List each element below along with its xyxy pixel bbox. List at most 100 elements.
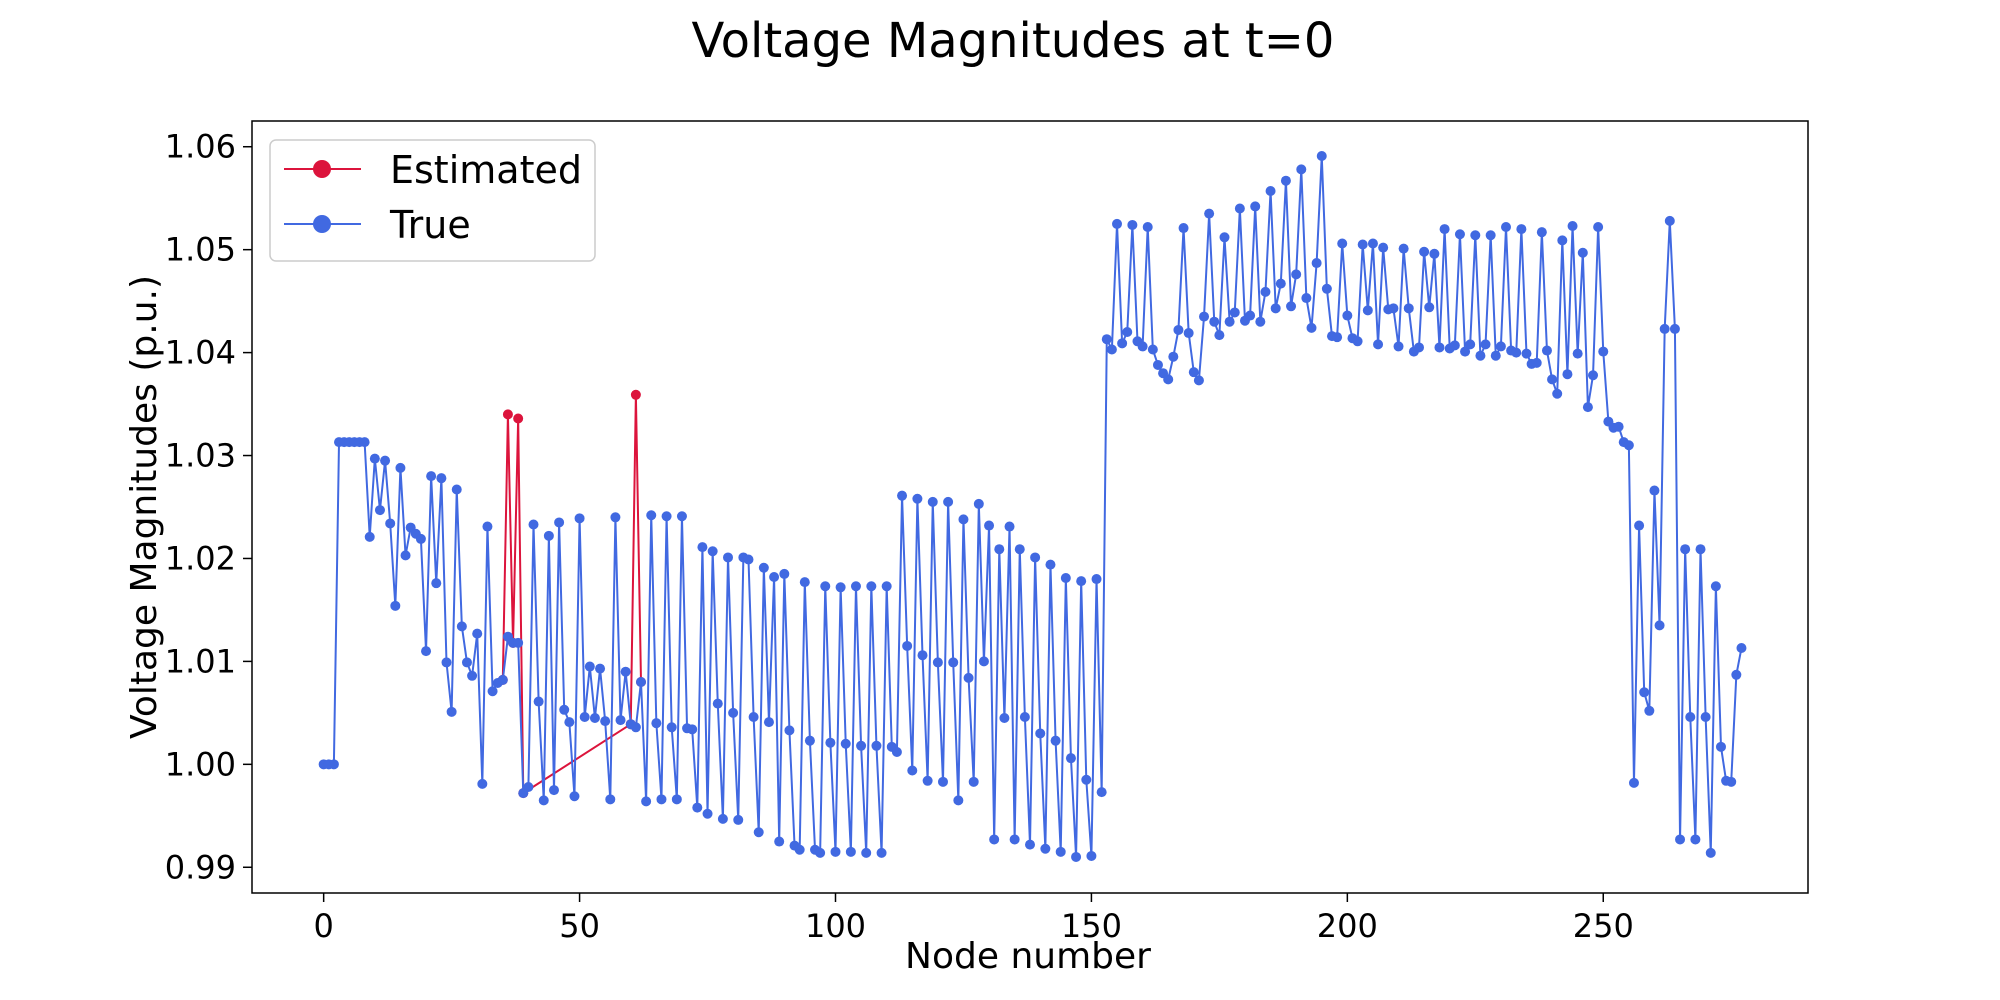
data-point-true <box>1419 246 1430 257</box>
data-point-true <box>1557 235 1568 246</box>
data-point-true <box>1030 552 1041 563</box>
x-axis-ticks: 0 50 100 150 200 250 <box>313 893 1634 945</box>
data-point-true <box>451 484 462 495</box>
data-point-true <box>1628 777 1639 788</box>
data-point-true <box>804 735 815 746</box>
data-point-true <box>835 582 846 593</box>
data-point-true <box>1598 346 1609 357</box>
data-point-true <box>364 531 375 542</box>
data-point-true <box>671 794 682 805</box>
data-point-true <box>1588 370 1599 381</box>
data-point-true <box>989 834 1000 845</box>
data-point-true <box>1229 307 1240 318</box>
data-point-true <box>1490 350 1501 361</box>
x-axis-label: Node number <box>905 936 1151 977</box>
data-point-true <box>825 737 836 748</box>
data-point-true <box>1659 323 1670 334</box>
data-point-true <box>1644 705 1655 716</box>
data-point-true <box>984 520 995 531</box>
data-point-true <box>948 657 959 668</box>
data-point-true <box>1634 520 1645 531</box>
data-point-true <box>1019 711 1030 722</box>
data-point-true <box>610 512 621 523</box>
data-point-true <box>963 672 974 683</box>
data-point-true <box>564 717 575 728</box>
y-tick-label: 1.00 <box>165 745 236 783</box>
data-point-true <box>1004 521 1015 532</box>
plot-area <box>318 151 1747 862</box>
data-point-true <box>661 511 672 522</box>
data-point-true <box>1465 339 1476 350</box>
data-point-true <box>543 530 554 541</box>
data-point-true <box>897 490 908 501</box>
data-point-true <box>1470 230 1481 241</box>
data-point-true <box>1234 203 1245 214</box>
data-point-true <box>1060 573 1071 584</box>
data-point-true <box>1705 847 1716 858</box>
data-point-true <box>1204 208 1215 219</box>
data-point-true <box>1439 224 1450 235</box>
chart-title: Voltage Magnitudes at t=0 <box>692 13 1335 69</box>
data-point-true <box>1301 293 1312 304</box>
data-point-true <box>1654 620 1665 631</box>
data-point-true <box>902 640 913 651</box>
data-point-true <box>641 796 652 807</box>
data-point-true <box>1669 323 1680 334</box>
data-point-true <box>636 676 646 687</box>
data-point-true <box>1736 643 1747 654</box>
data-point-true <box>1639 687 1650 698</box>
data-point-true <box>615 715 626 726</box>
data-point-true <box>1577 247 1588 258</box>
series-line-estimated <box>501 393 642 795</box>
data-point-true <box>461 657 472 668</box>
data-point-true <box>943 496 954 507</box>
data-point-true <box>1429 248 1440 259</box>
x-tick-label: 200 <box>1317 907 1378 945</box>
data-point-true <box>1086 850 1097 861</box>
data-point-true <box>400 550 411 561</box>
data-point-true <box>758 562 769 573</box>
data-point-true <box>446 706 457 717</box>
data-point-true <box>763 717 774 728</box>
data-point-true <box>815 847 826 858</box>
data-point-true <box>620 666 631 677</box>
data-point-true <box>1286 301 1297 312</box>
data-point-true <box>784 725 795 736</box>
data-point-true <box>723 552 734 563</box>
data-point-true <box>1096 787 1107 798</box>
data-point-true <box>743 554 754 565</box>
data-point-true <box>528 519 539 530</box>
y-tick-label: 1.01 <box>165 642 236 680</box>
data-point-true <box>1501 222 1512 233</box>
data-point-true <box>589 713 600 724</box>
data-point-true <box>856 740 867 751</box>
data-point-true <box>692 802 703 813</box>
data-point-true <box>605 794 616 805</box>
x-tick-label: 0 <box>313 907 333 945</box>
data-point-true <box>1147 344 1158 355</box>
data-point-true <box>1009 834 1020 845</box>
data-point-true <box>953 795 964 806</box>
data-point-estimated <box>502 409 513 420</box>
x-tick-label: 150 <box>1061 907 1122 945</box>
data-point-true <box>1475 350 1486 361</box>
data-point-true <box>1076 576 1087 587</box>
data-point-true <box>820 581 831 592</box>
data-point-true <box>1332 332 1343 343</box>
data-point-true <box>359 437 370 448</box>
y-axis-label: Voltage Magnitudes (p.u.) <box>124 275 165 739</box>
data-point-true <box>1280 175 1291 186</box>
data-point-true <box>1480 339 1491 350</box>
data-point-true <box>431 578 442 589</box>
data-point-true <box>779 568 790 579</box>
data-point-true <box>1296 164 1307 175</box>
data-point-true <box>554 517 565 528</box>
data-point-true <box>1178 223 1189 234</box>
data-point-true <box>1193 375 1204 386</box>
data-point-true <box>477 778 488 789</box>
data-point-true <box>1562 369 1573 380</box>
data-point-true <box>1613 421 1624 432</box>
data-point-true <box>1035 728 1046 739</box>
data-point-true <box>1357 239 1368 250</box>
